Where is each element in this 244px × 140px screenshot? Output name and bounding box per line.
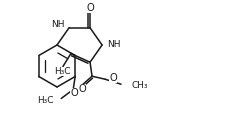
Text: O: O <box>70 88 78 99</box>
Text: NH: NH <box>51 20 65 29</box>
Text: O: O <box>109 73 117 83</box>
Text: O: O <box>78 84 86 94</box>
Text: H₃C: H₃C <box>37 96 53 105</box>
Text: CH₃: CH₃ <box>131 81 148 90</box>
Text: O: O <box>86 3 94 13</box>
Text: H₃C: H₃C <box>54 67 70 76</box>
Text: NH: NH <box>107 39 121 48</box>
